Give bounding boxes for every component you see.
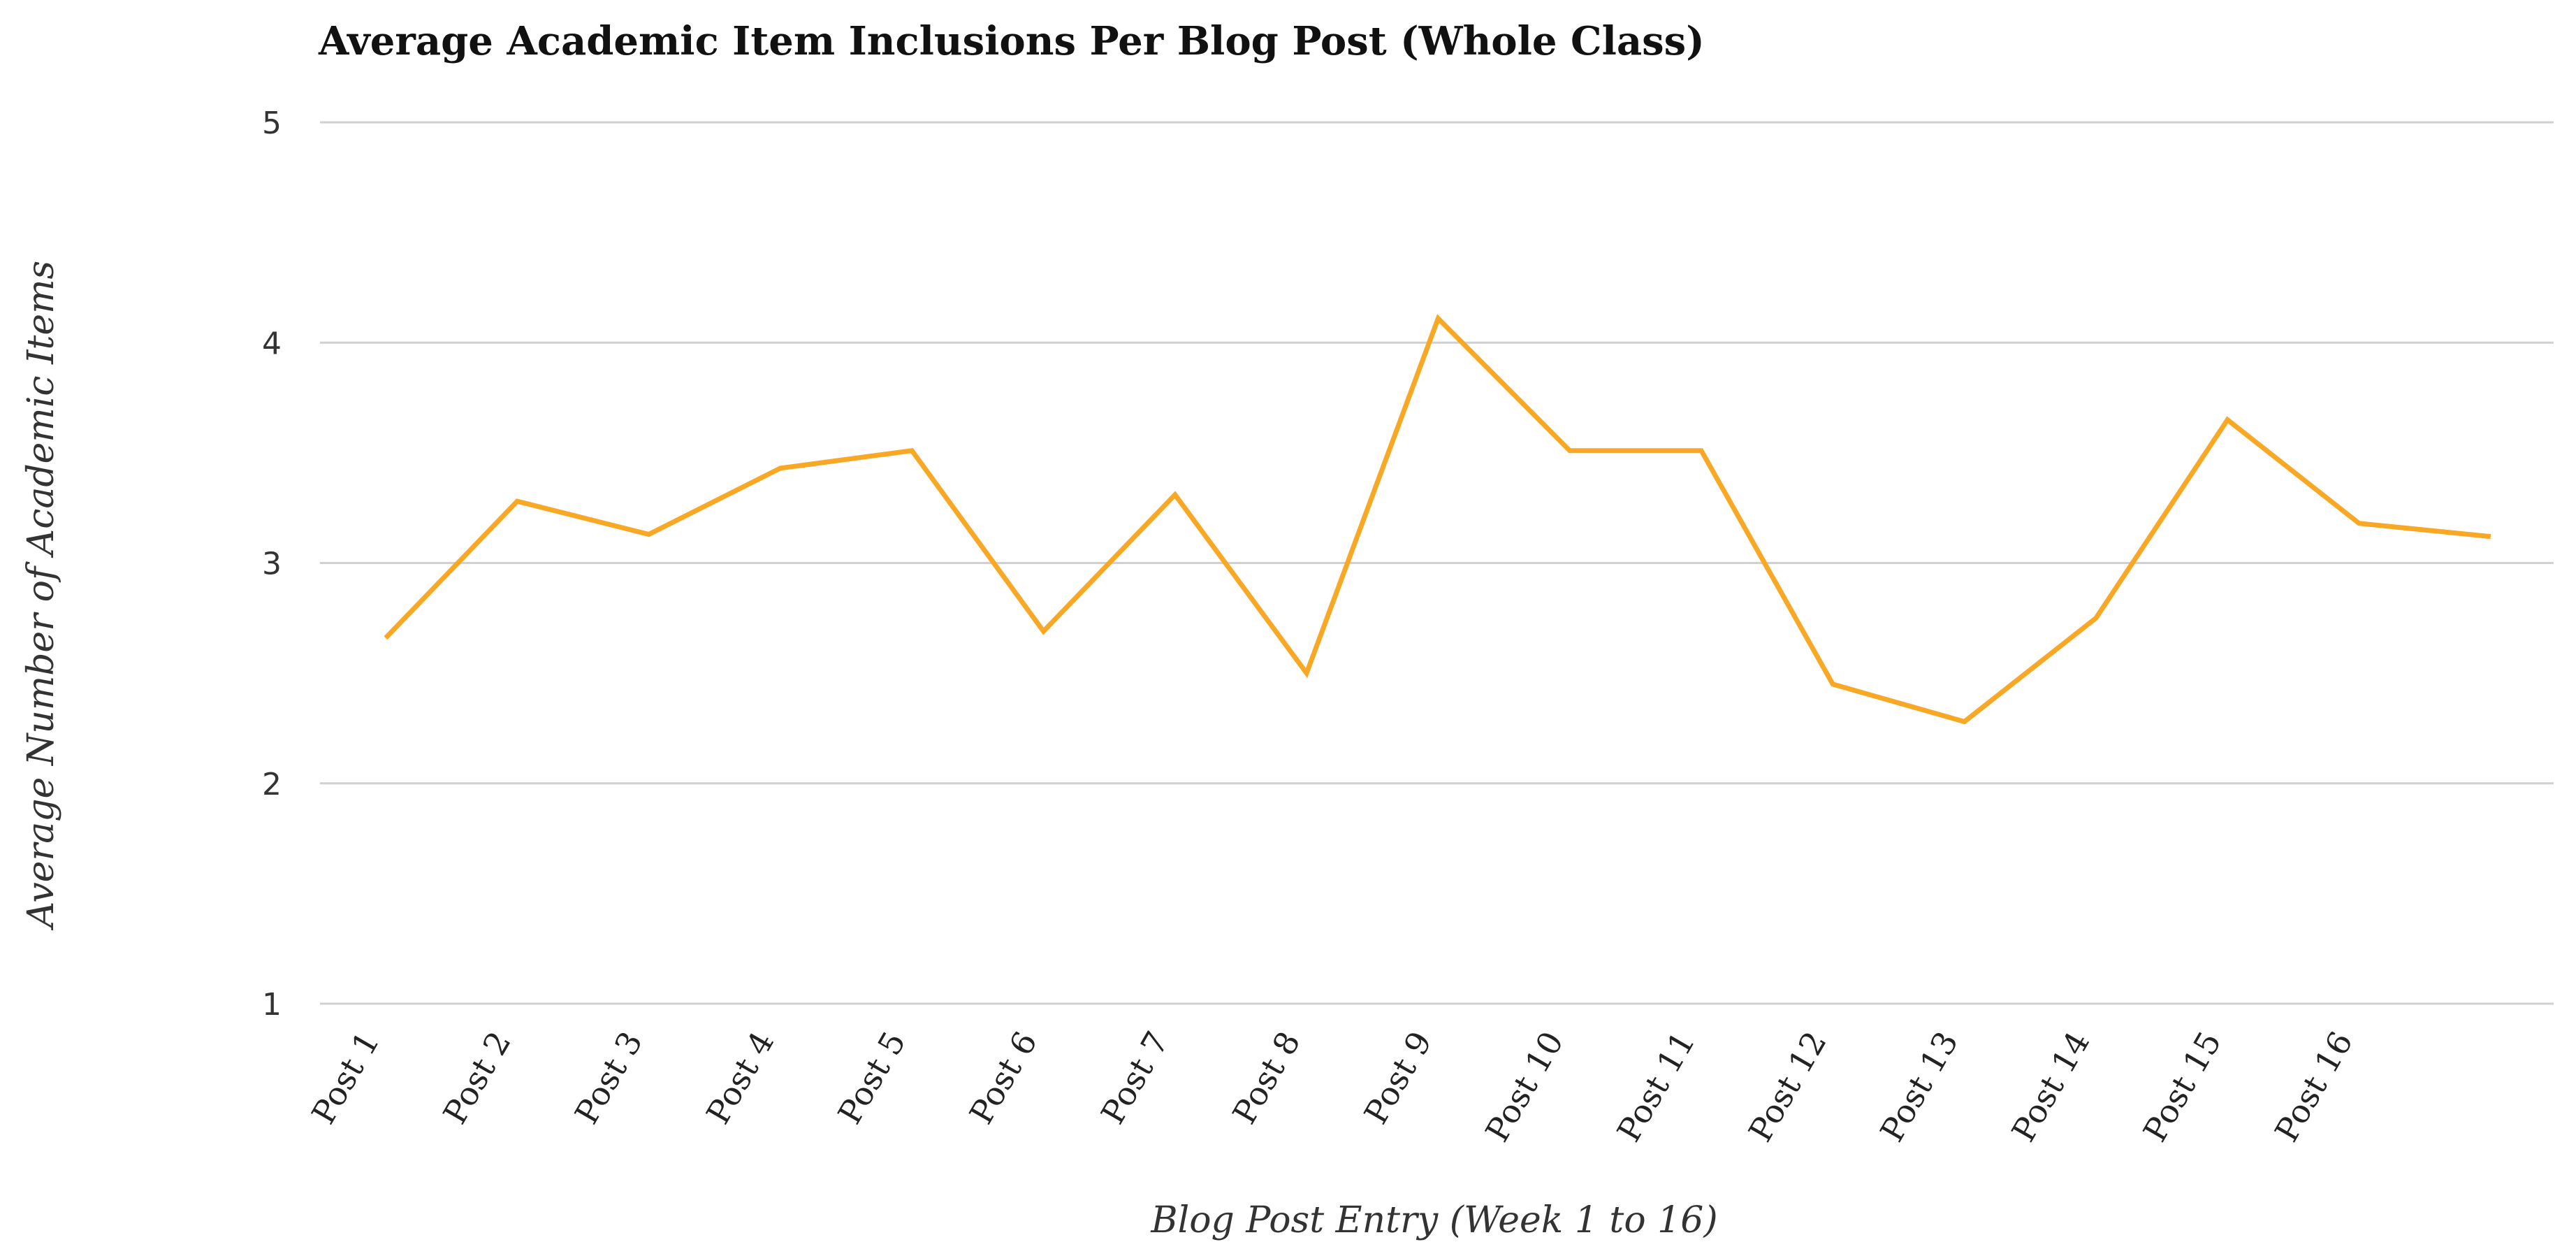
data-point — [1569, 450, 1571, 452]
data-point — [516, 500, 518, 502]
data-point — [2227, 419, 2228, 421]
gridlines — [320, 121, 2554, 1005]
x-axis-label: Blog Post Entry (Week 1 to 16) — [1150, 1199, 1717, 1241]
x-tick-label: Post 4 — [699, 1025, 781, 1131]
x-tick-label: Post 9 — [1357, 1025, 1439, 1131]
x-tick-label: Post 7 — [1093, 1025, 1176, 1131]
x-tick-label: Post 8 — [1225, 1025, 1307, 1131]
x-tick-label: Post 11 — [1610, 1025, 1703, 1148]
y-tick-label: 5 — [262, 106, 282, 141]
x-tick-label: Post 1 — [304, 1025, 386, 1131]
y-axis-label: Average Number of Academic Items — [20, 261, 62, 930]
data-point — [648, 534, 650, 535]
series-line — [384, 314, 2491, 725]
data-point — [1174, 494, 1176, 496]
x-tick-label: Post 13 — [1872, 1025, 1965, 1148]
y-tick-label: 3 — [262, 547, 282, 582]
x-tick-label: Post 6 — [962, 1025, 1045, 1131]
x-tick-label: Post 5 — [831, 1025, 913, 1131]
data-point — [1701, 450, 1702, 452]
data-point — [1437, 318, 1439, 319]
x-tick-label: Post 10 — [1478, 1025, 1571, 1148]
y-tick-label: 1 — [262, 987, 282, 1023]
y-tick-label: 4 — [262, 326, 282, 361]
series-layer — [384, 314, 2491, 725]
x-tick-label: Post 16 — [2267, 1025, 2360, 1148]
chart-title: Average Academic Item Inclusions Per Blo… — [318, 18, 1705, 64]
x-axis-ticks: Post 1 Post 2 Post 3 Post 4 Post 5 Post 6 Post… — [304, 1025, 2360, 1148]
x-tick-label: Post 14 — [2004, 1025, 2097, 1148]
x-tick-label: Post 12 — [1741, 1025, 1834, 1148]
data-point — [2095, 617, 2097, 619]
y-axis-ticks: 1 2 3 4 5 — [262, 106, 282, 1023]
data-point — [2490, 536, 2491, 537]
y-tick-label: 2 — [262, 767, 282, 802]
data-point — [1043, 630, 1044, 632]
x-tick-label: Post 2 — [436, 1025, 518, 1131]
data-point — [1964, 721, 1965, 722]
x-tick-label: Post 15 — [2136, 1025, 2229, 1148]
x-tick-label: Post 3 — [567, 1025, 650, 1131]
